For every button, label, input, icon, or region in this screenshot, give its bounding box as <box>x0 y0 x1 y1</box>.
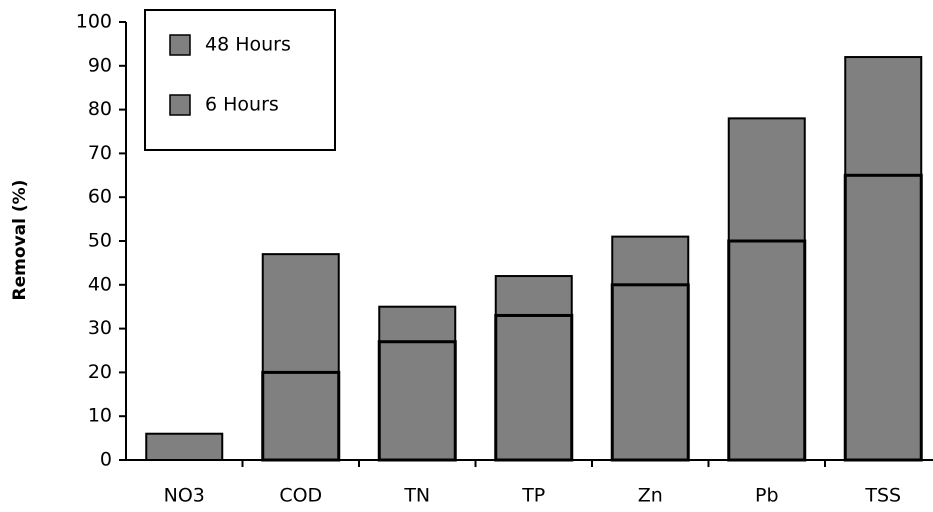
bar <box>145 432 224 462</box>
legend-swatch <box>169 34 191 56</box>
x-tick-label: COD <box>279 485 322 507</box>
y-tick-label: 40 <box>88 273 112 295</box>
legend-swatch <box>169 94 191 116</box>
y-tick-label: 50 <box>88 230 112 252</box>
y-axis-label: Removal (%) <box>10 180 30 301</box>
x-tick-label: TN <box>403 485 430 507</box>
legend-label: 6 Hours <box>205 94 279 116</box>
y-tick-label: 30 <box>88 317 112 339</box>
y-tick-label: 80 <box>88 98 112 120</box>
y-tick-label: 10 <box>88 405 112 427</box>
x-tick-label: Zn <box>638 485 663 507</box>
bar <box>494 313 574 462</box>
y-tick-label: 20 <box>88 361 112 383</box>
legend-label: 48 Hours <box>205 34 291 56</box>
y-tick-label: 100 <box>76 11 112 33</box>
y-tick-label: 70 <box>88 142 112 164</box>
bar <box>843 173 923 462</box>
bar <box>610 283 690 462</box>
legend-box <box>144 9 336 151</box>
y-tick-label: 90 <box>88 54 112 76</box>
bar <box>261 370 341 462</box>
bar <box>727 239 807 462</box>
x-tick-label: TP <box>521 485 545 507</box>
bar <box>377 340 457 462</box>
y-tick-label: 60 <box>88 186 112 208</box>
y-tick-label: 0 <box>100 449 112 471</box>
x-tick-label: NO3 <box>164 485 205 507</box>
x-tick-label: Pb <box>755 485 779 507</box>
x-tick-label: TSS <box>864 485 901 507</box>
